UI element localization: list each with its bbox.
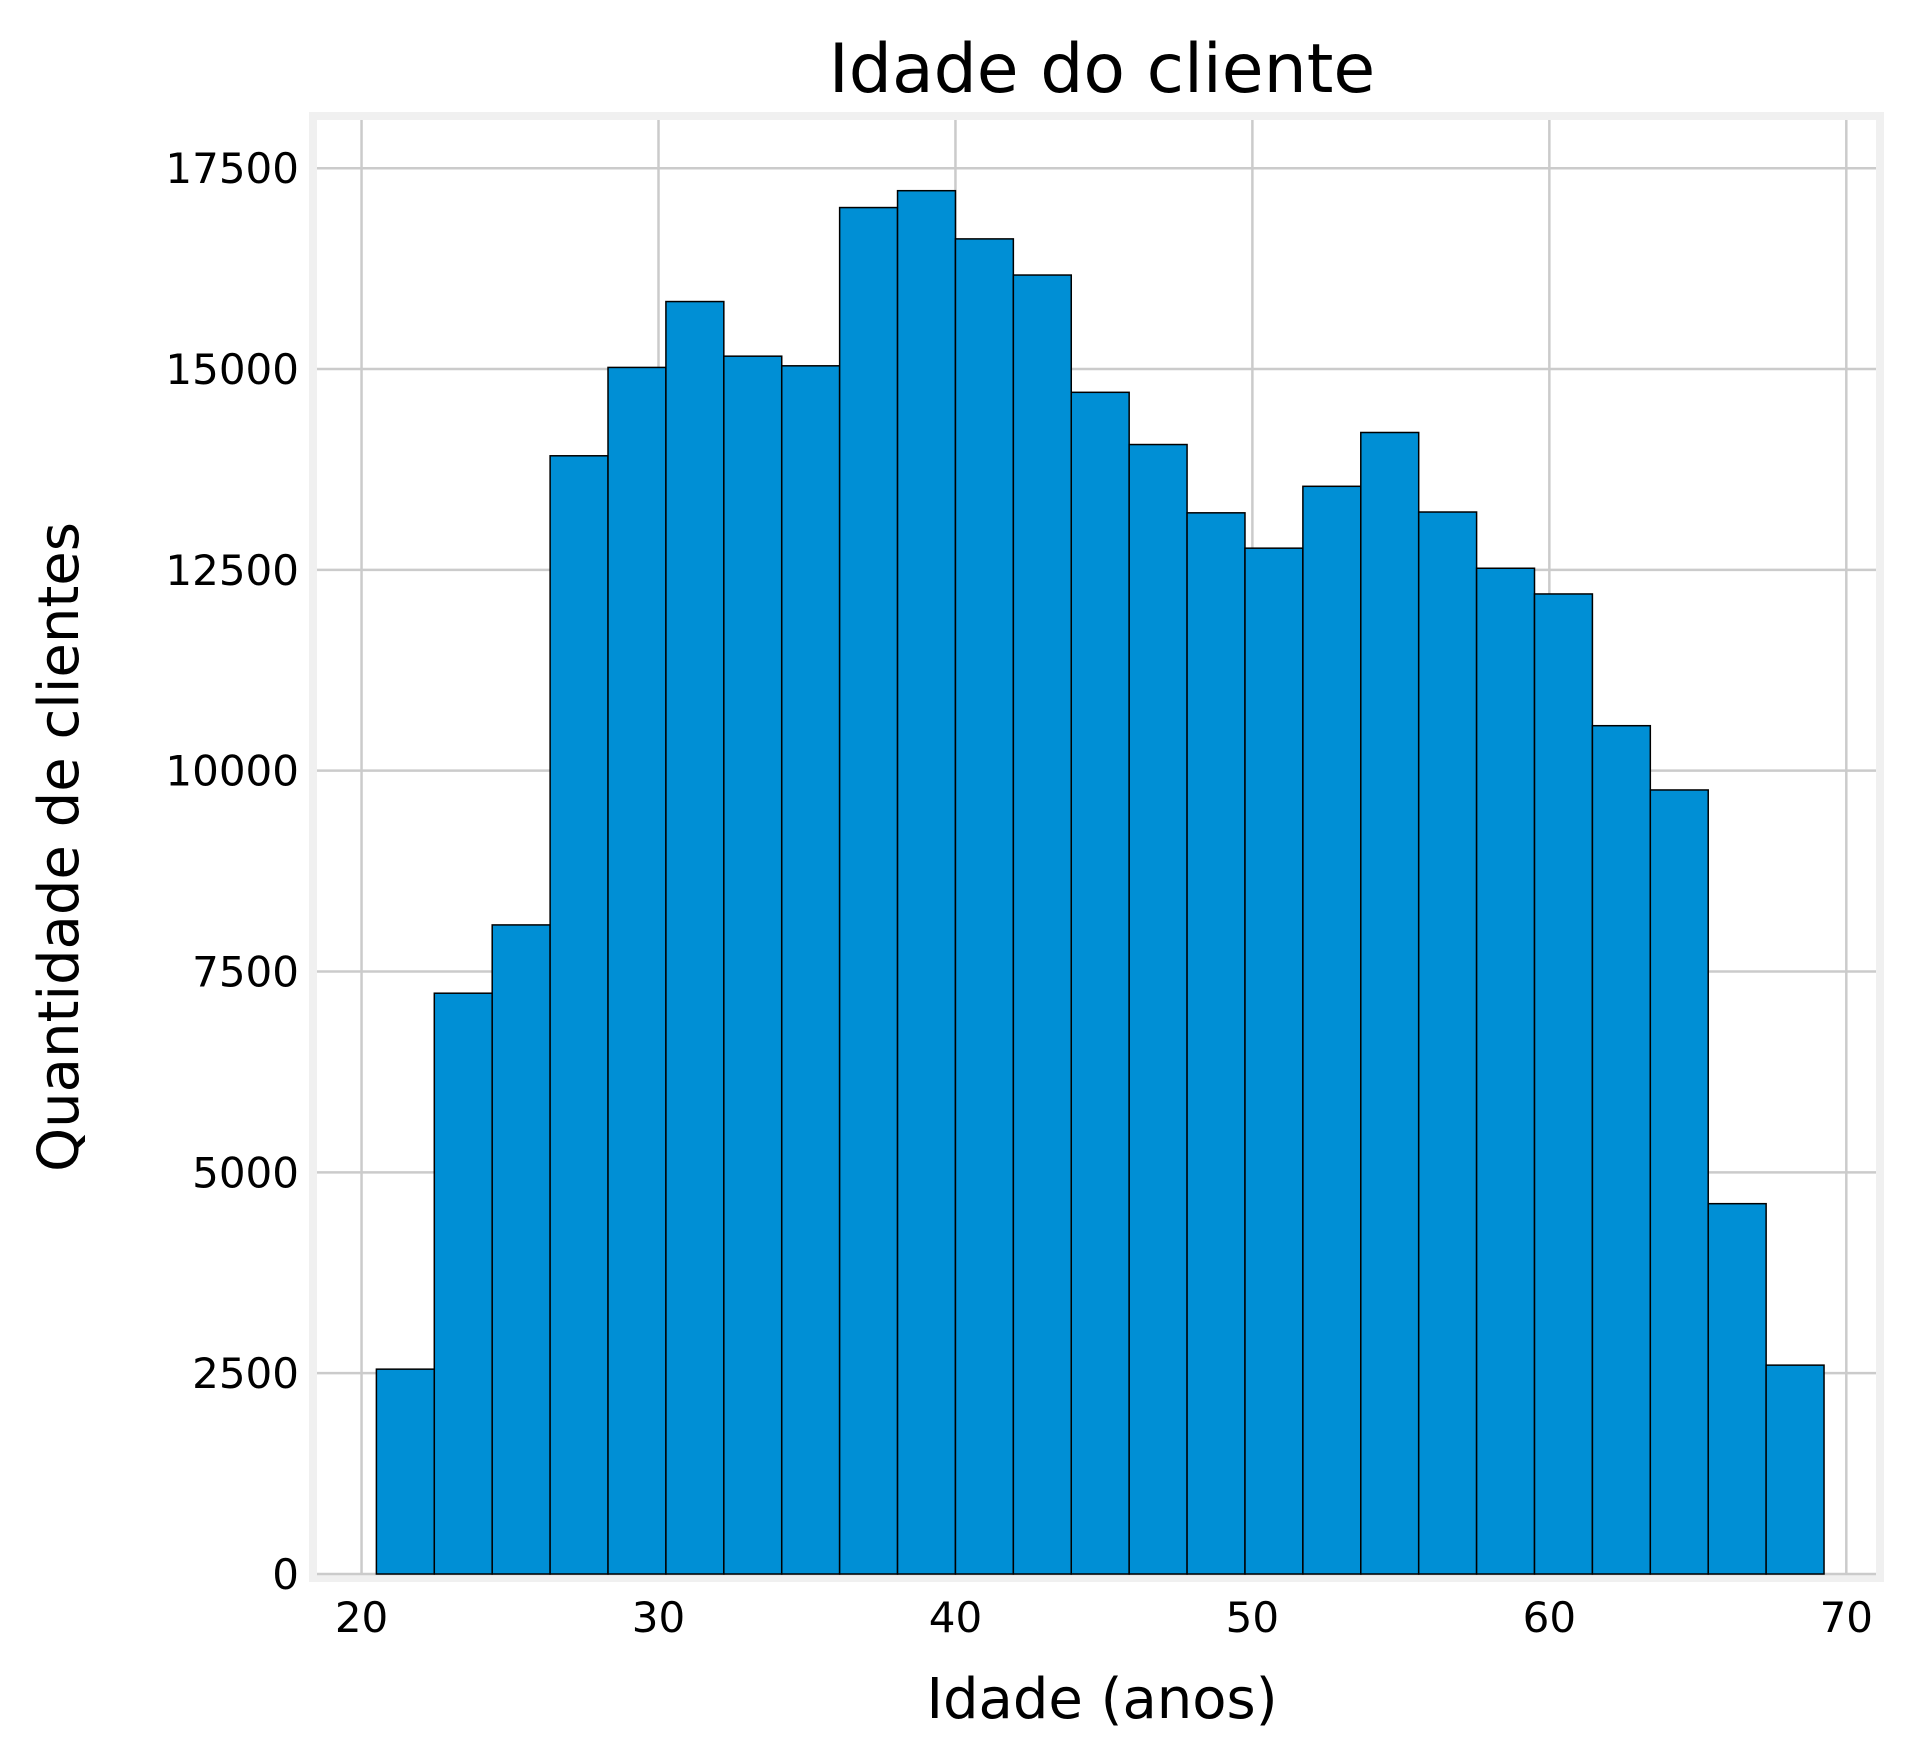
histogram-bar <box>780 365 841 1575</box>
histogram-bar <box>1765 1364 1825 1575</box>
histogram-bar <box>838 206 899 1575</box>
histogram-bar <box>1012 274 1073 1575</box>
histogram-bar <box>896 189 957 1575</box>
histogram-bars <box>375 189 1825 1575</box>
x-axis-title: Idade (anos) <box>926 1667 1277 1732</box>
x-tick-label: 50 <box>1226 1593 1279 1642</box>
y-tick-label: 15000 <box>165 345 299 394</box>
y-tick-label: 0 <box>272 1550 299 1599</box>
histogram-bar <box>1070 391 1130 1575</box>
histogram-bar <box>723 355 783 1575</box>
histogram-bar <box>1591 724 1652 1575</box>
histogram-bar <box>549 455 609 1575</box>
histogram-bar <box>607 366 667 1575</box>
y-tick-label: 7500 <box>192 948 299 997</box>
x-tick-label: 60 <box>1523 1593 1576 1642</box>
histogram-bar <box>1302 485 1362 1575</box>
histogram-bar <box>491 924 551 1575</box>
y-tick-label: 12500 <box>165 546 299 595</box>
x-axis-ticks: 20 30 40 50 60 70 <box>335 1593 1873 1642</box>
histogram-bar <box>954 238 1015 1575</box>
histogram-bar <box>1360 431 1420 1575</box>
x-tick-label: 40 <box>929 1593 982 1642</box>
y-tick-label: 10000 <box>165 747 299 796</box>
histogram-bar <box>1649 789 1709 1575</box>
y-tick-label: 5000 <box>192 1148 299 1197</box>
histogram-bar <box>665 300 725 1575</box>
histogram-bar <box>1417 511 1478 1575</box>
histogram-bar <box>1128 443 1188 1575</box>
histogram-bar <box>1244 547 1304 1575</box>
histogram-bar <box>1533 593 1594 1575</box>
y-tick-label: 2500 <box>192 1349 299 1398</box>
histogram-bar <box>375 1368 436 1575</box>
x-tick-label: 30 <box>632 1593 685 1642</box>
histogram-bar <box>433 992 493 1575</box>
histogram-bar <box>1186 512 1246 1575</box>
histogram-bar <box>1475 567 1536 1575</box>
histogram-bar <box>1707 1202 1767 1575</box>
y-tick-label: 17500 <box>165 144 299 193</box>
y-axis-ticks: 0 2500 5000 7500 10000 12500 15000 17500 <box>165 144 299 1599</box>
y-axis-title: Quantidade de clientes <box>27 522 92 1172</box>
chart-title: Idade do cliente <box>829 30 1376 109</box>
x-tick-label: 20 <box>335 1593 388 1642</box>
x-tick-label: 70 <box>1820 1593 1873 1642</box>
